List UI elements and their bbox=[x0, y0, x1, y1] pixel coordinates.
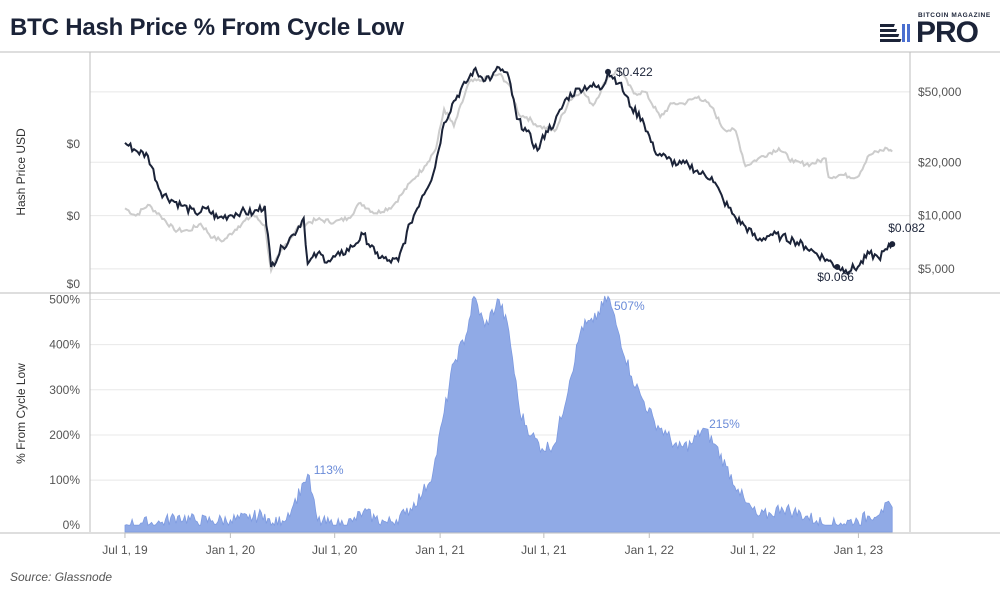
hash-price-annotation: $0.066 bbox=[817, 270, 854, 284]
percent-annotation: 113% bbox=[314, 463, 344, 477]
bottom-y-tick-label: 500% bbox=[49, 293, 80, 307]
right-axis-tick-label: $10,000 bbox=[918, 209, 962, 223]
bottom-y-axis-title: % From Cycle Low bbox=[14, 363, 28, 464]
bottom-y-tick-label: 0% bbox=[63, 518, 81, 532]
page-title: BTC Hash Price % From Cycle Low bbox=[10, 14, 404, 41]
x-tick-label: Jan 1, 21 bbox=[415, 543, 465, 557]
bottom-y-tick-label: 400% bbox=[49, 338, 80, 352]
x-tick-label: Jul 1, 22 bbox=[730, 543, 776, 557]
top-y-axis-title: Hash Price USD bbox=[14, 128, 28, 216]
x-tick-label: Jan 1, 23 bbox=[834, 543, 884, 557]
percent-annotation: 215% bbox=[709, 417, 740, 431]
x-tick-label: Jan 1, 20 bbox=[206, 543, 256, 557]
percent-area-layer bbox=[124, 295, 893, 533]
hash-price-annotation: $0.082 bbox=[888, 221, 925, 235]
right-axis-tick-label: $50,000 bbox=[918, 85, 962, 99]
hash-price-marker bbox=[834, 263, 841, 270]
bottom-y-tick-label: 100% bbox=[49, 473, 80, 487]
hash-price-marker bbox=[889, 241, 896, 248]
source-note: Source: Glassnode bbox=[10, 570, 113, 584]
right-axis-tick-label: $20,000 bbox=[918, 155, 962, 169]
bottom-y-tick-label: 300% bbox=[49, 383, 80, 397]
brand-main-text: PRO bbox=[916, 16, 979, 49]
left-axis-tick-label: $0 bbox=[67, 277, 81, 291]
hash-price-line bbox=[124, 65, 894, 276]
logo-stripes-icon bbox=[875, 24, 910, 42]
hash-price-annotation: $0.422 bbox=[616, 65, 653, 79]
brand-top-text: BITCOIN MAGAZINE bbox=[918, 12, 991, 19]
x-tick-label: Jan 1, 22 bbox=[625, 543, 675, 557]
x-tick-label: Jul 1, 21 bbox=[521, 543, 567, 557]
percent-from-cycle-low-area bbox=[124, 295, 893, 533]
chart-frame bbox=[0, 51, 1000, 538]
axis-labels-layer: $50,000 $20,000 $10,000 $5,000 $0 $0 $0 Hash Pr… bbox=[14, 85, 962, 557]
left-axis-tick-label: $0 bbox=[67, 209, 81, 223]
percent-annotation: 507% bbox=[614, 299, 645, 313]
hash-price-layer bbox=[124, 65, 894, 276]
btc-price-line bbox=[124, 67, 893, 275]
left-axis-tick-label: $0 bbox=[67, 137, 81, 151]
btc-price-layer bbox=[124, 67, 893, 275]
hash-price-marker bbox=[605, 68, 612, 75]
right-axis-tick-label: $5,000 bbox=[918, 262, 955, 276]
bottom-y-tick-label: 200% bbox=[49, 428, 80, 442]
annotations-layer: $0.422 $0.066 $0.082 113% 507% 215% bbox=[314, 65, 926, 477]
x-tick-label: Jul 1, 20 bbox=[312, 543, 358, 557]
x-tick-label: Jul 1, 19 bbox=[102, 543, 148, 557]
brand-logo: BITCOIN MAGAZINE PRO bbox=[875, 10, 992, 50]
